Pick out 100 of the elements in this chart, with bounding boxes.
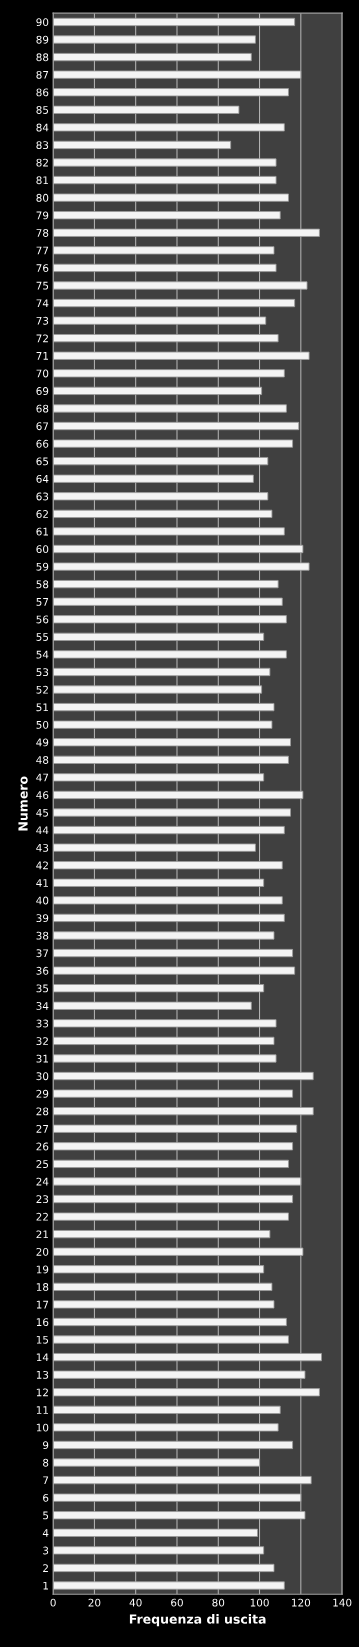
y-tick-label: 53 bbox=[36, 668, 49, 677]
y-tick-label: 10 bbox=[36, 1423, 49, 1432]
y-tick-label: 90 bbox=[36, 18, 49, 27]
y-tick-label: 59 bbox=[36, 562, 49, 571]
y-tick-label: 8 bbox=[43, 1458, 49, 1467]
y-tick-label: 32 bbox=[36, 1037, 48, 1046]
y-tick-label: 34 bbox=[36, 1001, 49, 1010]
y-tick-label: 56 bbox=[36, 615, 49, 624]
y-tick-label: 60 bbox=[36, 545, 49, 554]
y-tick-label: 86 bbox=[36, 88, 49, 97]
y-tick-label: 45 bbox=[36, 808, 49, 817]
y-tick-label: 14 bbox=[36, 1353, 49, 1362]
y-tick-label: 70 bbox=[36, 369, 49, 378]
y-tick-label: 87 bbox=[36, 70, 49, 79]
y-tick-label: 7 bbox=[43, 1476, 49, 1485]
y-tick-label: 30 bbox=[36, 1072, 49, 1081]
y-tick-label: 63 bbox=[36, 492, 49, 501]
y-tick-label: 64 bbox=[36, 474, 49, 483]
y-tick-label: 80 bbox=[36, 193, 49, 202]
y-tick-label: 11 bbox=[36, 1406, 48, 1414]
x-tick-label: 100 bbox=[250, 1598, 269, 1607]
y-tick-label: 46 bbox=[36, 791, 49, 800]
y-tick-label: 85 bbox=[36, 106, 49, 114]
y-tick-label: 58 bbox=[36, 580, 49, 589]
y-tick-label: 76 bbox=[36, 264, 49, 273]
y-tick-label: 50 bbox=[36, 720, 49, 729]
y-tick-label: 71 bbox=[36, 352, 48, 360]
y-tick-label: 82 bbox=[36, 158, 48, 167]
y-tick-label: 39 bbox=[36, 914, 49, 923]
y-tick-label: 47 bbox=[36, 773, 49, 782]
y-tick-label: 33 bbox=[36, 1019, 49, 1028]
y-tick-label: 79 bbox=[36, 211, 49, 220]
y-tick-label: 84 bbox=[36, 123, 49, 132]
y-tick-label: 43 bbox=[36, 843, 49, 852]
y-tick-label: 12 bbox=[36, 1388, 48, 1397]
y-tick-label: 19 bbox=[36, 1265, 49, 1274]
y-tick-label: 52 bbox=[36, 685, 48, 694]
y-tick-label: 88 bbox=[36, 53, 49, 62]
y-tick-label: 51 bbox=[36, 703, 48, 712]
y-tick-label: 83 bbox=[36, 141, 49, 150]
y-tick-label: 69 bbox=[36, 387, 49, 395]
y-tick-label: 31 bbox=[36, 1054, 48, 1063]
y-tick-label: 35 bbox=[36, 984, 49, 993]
y-tick-label: 9 bbox=[42, 1441, 49, 1450]
y-tick-label: 41 bbox=[36, 879, 48, 887]
y-tick-label: 57 bbox=[36, 598, 49, 606]
x-tick-label: 120 bbox=[292, 1598, 311, 1607]
y-tick-label: 78 bbox=[36, 229, 49, 237]
y-tick-label: 77 bbox=[36, 246, 49, 255]
y-tick-label: 73 bbox=[36, 316, 49, 325]
y-tick-label: 61 bbox=[36, 527, 48, 536]
y-tick-label: 74 bbox=[36, 299, 49, 308]
y-tick-label: 72 bbox=[36, 334, 48, 343]
y-tick-label: 55 bbox=[36, 633, 49, 641]
x-tick-label: 140 bbox=[333, 1598, 352, 1607]
x-axis-title: Frequenza di uscita bbox=[129, 1614, 266, 1627]
y-tick-label: 81 bbox=[36, 176, 48, 185]
y-tick-label: 5 bbox=[43, 1511, 49, 1520]
x-tick-label: 40 bbox=[129, 1598, 142, 1607]
y-tick-label: 17 bbox=[36, 1300, 49, 1309]
y-axis-title: Numero bbox=[18, 776, 28, 831]
y-tick-label: 54 bbox=[36, 650, 49, 659]
y-tick-label: 66 bbox=[36, 439, 49, 448]
y-tick-label: 75 bbox=[36, 281, 49, 290]
y-tick-label: 42 bbox=[36, 861, 48, 870]
y-tick-label: 13 bbox=[36, 1370, 49, 1379]
y-tick-label: 28 bbox=[36, 1107, 49, 1116]
y-tick-label: 48 bbox=[36, 756, 49, 764]
y-tick-label: 20 bbox=[36, 1247, 49, 1256]
y-tick-label: 36 bbox=[36, 966, 49, 975]
y-tick-label: 22 bbox=[36, 1212, 48, 1221]
x-tick-label: 20 bbox=[88, 1598, 101, 1607]
y-tick-label: 6 bbox=[43, 1493, 49, 1502]
y-tick-label: 89 bbox=[36, 35, 49, 44]
y-tick-label: 62 bbox=[36, 510, 48, 518]
y-tick-label: 38 bbox=[36, 931, 49, 940]
y-tick-label: 44 bbox=[36, 826, 49, 835]
y-tick-label: 16 bbox=[36, 1318, 49, 1327]
y-tick-label: 25 bbox=[36, 1160, 49, 1168]
y-tick-label: 21 bbox=[36, 1230, 48, 1239]
y-tick-label: 24 bbox=[36, 1177, 49, 1186]
y-tick-label: 68 bbox=[36, 404, 49, 413]
y-tick-label: 1 bbox=[43, 1581, 48, 1590]
x-tick-label: 80 bbox=[212, 1598, 225, 1607]
y-tick-label: 15 bbox=[36, 1335, 49, 1344]
y-tick-label: 3 bbox=[43, 1546, 49, 1555]
y-tick-label: 40 bbox=[36, 896, 49, 905]
x-tick-label: 60 bbox=[171, 1598, 183, 1607]
y-tick-label: 18 bbox=[36, 1283, 49, 1291]
y-tick-label: 23 bbox=[36, 1195, 49, 1204]
y-tick-label: 65 bbox=[36, 457, 49, 466]
y-tick-label: 67 bbox=[36, 422, 49, 431]
y-tick-label: 4 bbox=[42, 1529, 49, 1537]
y-tick-label: 49 bbox=[36, 738, 49, 747]
y-tick-label: 29 bbox=[36, 1089, 49, 1098]
y-tick-label: 37 bbox=[36, 949, 49, 958]
y-tick-label: 27 bbox=[36, 1124, 49, 1133]
y-tick-label: 2 bbox=[43, 1564, 48, 1572]
x-tick-label: 0 bbox=[50, 1598, 56, 1607]
y-tick-label: 26 bbox=[36, 1142, 49, 1151]
